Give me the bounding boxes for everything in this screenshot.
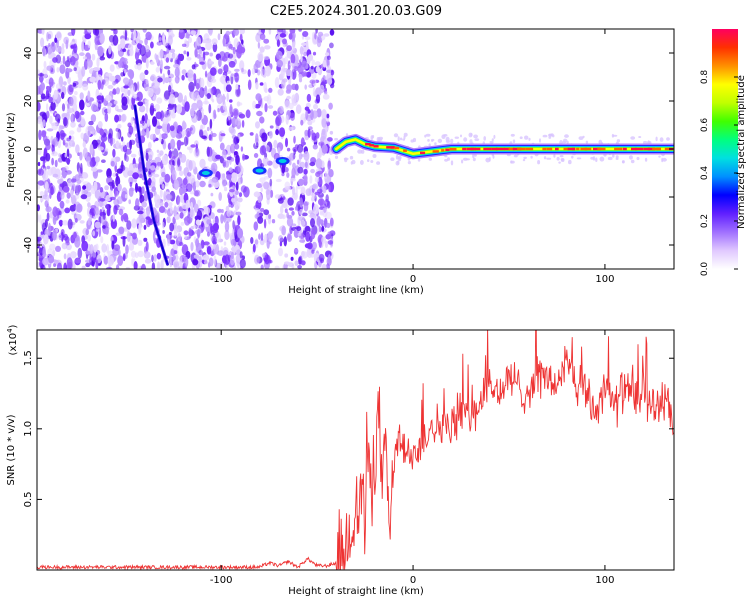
snr-y-ticks: 0.5 1.0 1.5	[23, 350, 674, 507]
ridge-peak	[664, 147, 670, 151]
snr-x-ticks: -100 0 100	[210, 330, 614, 586]
x-tick-label: 0	[410, 274, 416, 285]
ridge-peak	[373, 145, 379, 148]
ridge-peak	[635, 147, 644, 151]
y-tick-label: 40	[23, 47, 34, 60]
ridge-peak	[614, 147, 622, 151]
ridge-peak	[622, 147, 627, 151]
ridge-peak	[420, 151, 426, 155]
ridge-peak	[394, 146, 400, 150]
ridge-peak	[449, 148, 457, 151]
ridge-peak	[567, 147, 576, 151]
ridge-peak	[580, 147, 587, 151]
ridge-peak	[517, 147, 526, 151]
ridge-peak	[462, 147, 467, 151]
x-tick-label: 0	[410, 575, 416, 586]
colorbar-tick-label: 0.2	[700, 214, 710, 228]
x-tick-label: -100	[210, 575, 233, 586]
colorbar-tick-label: 0.0	[700, 262, 710, 277]
ridge-peak	[369, 144, 375, 147]
snr-y-multiplier: (x104)	[6, 324, 19, 355]
colorbar-tick-label: 0.8	[700, 70, 710, 85]
spectrogram-plot-area	[37, 29, 674, 269]
colorbar-tick-label: 0.6	[700, 118, 710, 133]
ridge-peak	[597, 147, 606, 151]
snr-y-label: SNR (10 * v/v)	[6, 414, 17, 485]
spectrogram-y-label: Frequency (Hz)	[6, 112, 17, 188]
ridge-peak	[576, 147, 580, 151]
snr-panel: -100 0 100 0.5 1.0 1.5 Height of straight li…	[6, 324, 675, 597]
colorbar-gradient	[712, 29, 738, 269]
colorbar-label: Normalized spectral amplitude	[736, 75, 747, 229]
spectrogram-blob-core	[278, 159, 287, 163]
ridge-peak	[466, 147, 475, 151]
y-tick-label: 1.0	[23, 421, 34, 437]
y-tick-label: -20	[23, 189, 34, 205]
y-tick-label: 0	[23, 146, 34, 152]
ridge-peak	[491, 147, 498, 151]
ridge-peaks	[365, 143, 674, 155]
ridge-peak	[504, 147, 510, 151]
ridge-peak	[474, 147, 481, 151]
spectrogram-x-ticks: -100 0 100	[210, 29, 614, 285]
ridge-peak	[483, 147, 492, 151]
snr-frame	[36, 329, 675, 571]
snr-line	[37, 330, 674, 570]
y-tick-label: 1.5	[23, 350, 34, 366]
ridge-peak	[390, 146, 395, 149]
chart-title: C2E5.2024.301.20.03.G09	[270, 4, 442, 19]
ridge-peak	[365, 143, 371, 146]
ridge-peak	[555, 147, 559, 151]
ridge-peak	[631, 147, 637, 151]
ridge-peak	[656, 147, 661, 151]
ridge-peak	[643, 147, 651, 151]
spectrogram-blob-core	[255, 168, 264, 173]
ridge-peak	[525, 147, 534, 151]
ridge-peak	[508, 147, 515, 151]
spectrogram-streak-core	[134, 105, 169, 265]
spectrogram-panel: -100 0 100 -40 -20 0 20 40 Height of straight …	[6, 28, 675, 296]
ridge-peak	[495, 147, 505, 151]
ridge-peak	[403, 149, 407, 152]
ridge-peak	[647, 147, 656, 151]
colorbar-tick-label: 0.4	[700, 166, 710, 181]
colorbar: 0.0 0.2 0.4 0.6 0.8 Normalized spectral ampl…	[700, 29, 747, 276]
spectrogram-y-ticks: -40 -20 0 20 40	[23, 47, 674, 253]
ridge-peak	[546, 147, 553, 151]
ridge-peak	[441, 149, 445, 152]
x-tick-label: 100	[595, 575, 614, 586]
colorbar-ticks: 0.0 0.2 0.4 0.6 0.8	[700, 70, 738, 277]
y-tick-label: -40	[23, 237, 34, 253]
spectrogram-blob-core	[201, 171, 210, 175]
ridge-peak	[593, 147, 601, 151]
ridge-peak	[584, 147, 592, 151]
snr-x-label: Height of straight line (km)	[288, 586, 424, 597]
ridge-peak	[445, 148, 450, 151]
ridge-peak	[470, 147, 476, 151]
y-tick-label: 0.5	[23, 491, 34, 507]
snr-plot-area	[37, 330, 674, 570]
ridge-peak	[563, 147, 570, 151]
y-tick-label: 20	[23, 95, 34, 108]
ridge-peak	[571, 147, 575, 151]
spectrogram-noise	[37, 29, 674, 269]
ridge-peak	[512, 147, 522, 151]
spectrogram-x-label: Height of straight line (km)	[288, 285, 424, 296]
ridge-peak	[542, 147, 547, 151]
x-tick-label: -100	[210, 274, 233, 285]
ridge-peak	[432, 150, 439, 153]
x-tick-label: 100	[595, 274, 614, 285]
